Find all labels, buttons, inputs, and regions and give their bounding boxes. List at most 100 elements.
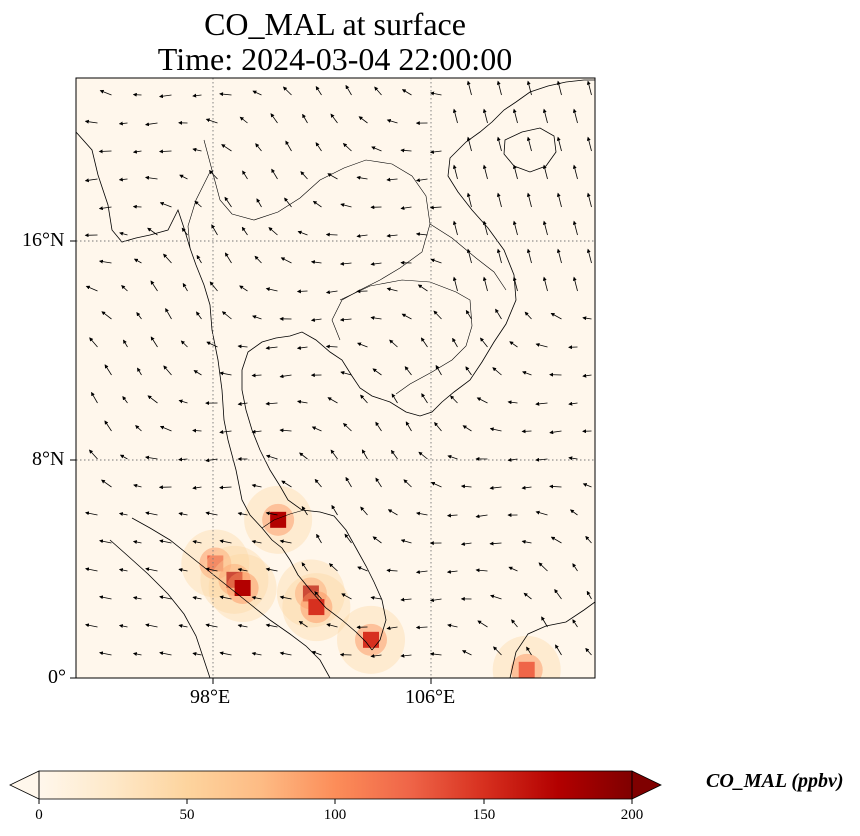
wind-arrow [521,485,532,490]
wind-arrow [302,113,308,124]
wind-arrow [241,226,248,236]
wind-arrow [221,144,232,152]
wind-arrow [119,231,128,236]
wind-arrow [311,650,322,656]
wind-arrow [462,425,472,432]
wind-arrow [85,623,98,628]
wind-arrow [430,258,442,264]
wind-arrow [159,202,172,208]
wind-arrow [572,164,578,180]
wind-arrow [550,313,562,320]
wind-arrow [192,595,202,600]
wind-arrow [339,317,352,322]
wind-arrow [101,311,112,320]
wind-arrow [461,650,472,656]
wind-arrow [401,313,412,320]
wind-arrow [465,366,472,376]
wind-arrow [403,479,412,488]
wind-arrow [237,623,248,628]
wind-arrow [572,619,578,628]
wind-arrow [460,541,472,546]
wind-arrow [104,420,112,432]
wind-arrow [180,340,188,348]
co-hotspot-core [302,585,319,602]
wind-arrow [178,511,188,516]
wind-arrow [145,511,158,516]
wind-arrow [549,430,562,435]
co-hotspot-core [363,631,380,648]
wind-arrow [416,511,428,516]
colorbar-max-extend [631,770,662,800]
wind-arrow [315,86,322,96]
wind-arrow [192,428,202,433]
wind-arrow [340,203,352,208]
wind-arrow [343,422,352,432]
wind-arrow [535,342,548,348]
wind-arrow [208,170,218,180]
wind-arrow [325,344,338,349]
wind-arrow [331,504,338,516]
wind-arrow [119,454,128,460]
wind-arrow [358,116,368,124]
wind-arrow [582,373,592,378]
wind-arrow [435,364,442,376]
wind-arrow [375,421,382,432]
co-concentration-layer [181,485,561,678]
wind-arrow [556,192,562,208]
wind-arrow [133,483,142,488]
wind-arrow [84,178,98,183]
wind-arrow [192,147,202,152]
wind-arrow [205,623,218,628]
wind-arrow [415,232,428,237]
wind-arrow [301,562,308,572]
wind-arrow [542,108,548,124]
wind-arrow [496,192,502,208]
wind-arrow [370,595,382,600]
wind-arrow [374,86,382,96]
wind-arrow [297,230,308,236]
wind-arrow [205,458,218,463]
wind-arrow [211,224,218,236]
wind-arrow [135,425,142,432]
wind-arrow [316,533,322,544]
wind-arrow [178,567,188,572]
wind-arrow [542,220,548,236]
wind-arrow [400,653,412,658]
wind-arrow [237,511,248,516]
wind-arrow [582,316,592,321]
wind-arrow [219,485,232,490]
wind-arrow [314,591,322,600]
wind-arrow [434,421,442,432]
wind-arrow [145,455,158,460]
wind-arrow [221,311,232,320]
wind-arrow [192,93,202,98]
wind-arrow [371,146,382,152]
wind-arrow [489,541,502,546]
wind-arrow [345,84,352,96]
wind-arrow [206,341,218,348]
colorbar-tick-150: 150 [472,807,496,823]
wind-arrow [279,595,292,600]
wind-arrow [150,336,158,348]
wind-arrow [526,80,532,96]
wind-arrow [265,401,278,406]
wind-arrow [482,108,488,124]
wind-arrow [466,80,472,96]
wind-arrow [194,200,202,208]
wind-arrow [118,512,128,517]
wind-arrow [386,568,398,573]
wind-arrow [541,616,548,628]
wind-arrow [299,452,308,460]
wind-arrow [569,509,578,516]
wind-arrow [489,485,502,490]
wind-arrow [270,113,278,124]
wind-arrow [496,80,502,96]
co-hotspot-core [308,599,325,616]
wind-arrow [482,164,488,180]
wind-arrow [549,484,562,489]
wind-arrow [554,588,562,600]
wind-arrow [542,164,548,180]
wind-arrow [281,480,292,488]
wind-arrow [237,567,248,572]
wind-arrow [132,149,142,154]
